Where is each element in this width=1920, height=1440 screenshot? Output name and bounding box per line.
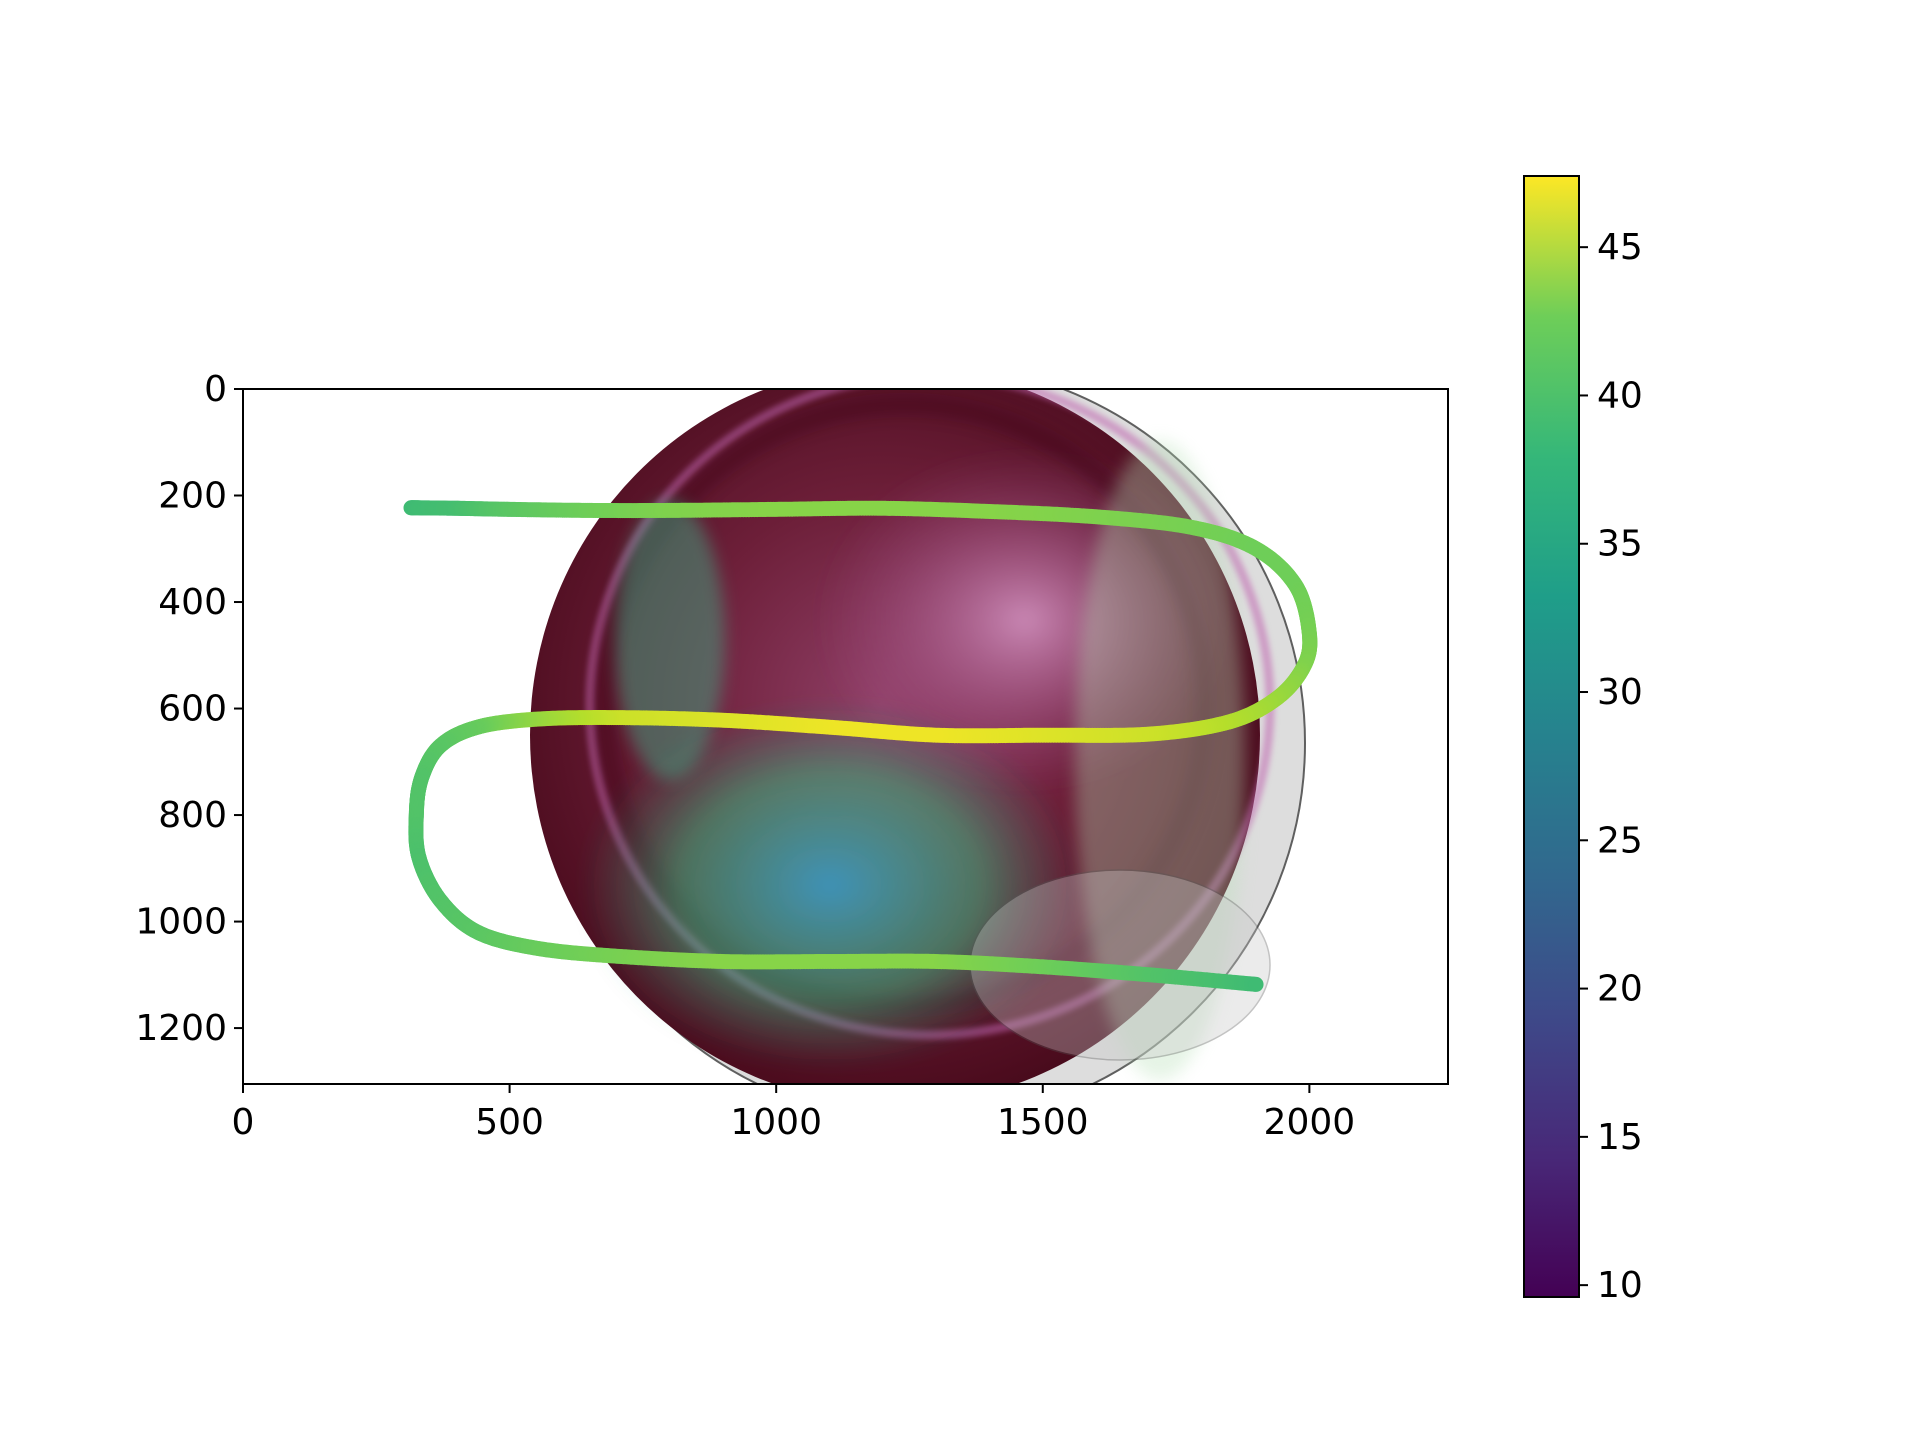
y-tick-label: 1000 [135, 902, 227, 943]
colorbar-tick-label: 35 [1597, 524, 1643, 565]
colorbar-tick-label: 25 [1597, 820, 1643, 861]
y-tick-label: 200 [158, 476, 227, 517]
colorbar [1523, 175, 1580, 1298]
colored-path [403, 500, 1318, 992]
x-tick-label: 0 [232, 1102, 255, 1143]
colorbar-tick-label: 30 [1597, 672, 1643, 713]
image-green-halo [1075, 440, 1245, 1080]
colorbar-tick-label: 10 [1597, 1265, 1643, 1306]
y-tick-label: 600 [158, 689, 227, 730]
colorbar-axis: 10 15 20 25 30 35 40 45 [1579, 227, 1643, 1306]
colorbar-tick-label: 45 [1597, 227, 1643, 268]
x-tick-label: 500 [475, 1102, 544, 1143]
x-tick-label: 2000 [1264, 1102, 1356, 1143]
image-teal-streak [615, 500, 725, 780]
colorbar-tick-label: 20 [1597, 969, 1643, 1010]
path-point [1248, 976, 1264, 992]
image-blue-green-plume [580, 700, 1080, 1070]
colorbar-tick-label: 40 [1597, 375, 1643, 416]
y-tick-label: 0 [204, 369, 227, 410]
colorbar-tick-label: 15 [1597, 1117, 1643, 1158]
x-tick-label: 1000 [730, 1102, 822, 1143]
plot-frame [242, 388, 1449, 1085]
y-axis: 0 200 400 600 800 1000 1200 [135, 369, 243, 1049]
background-image [530, 389, 1306, 1084]
x-tick-label: 1500 [997, 1102, 1089, 1143]
x-axis: 0 500 1000 1500 2000 [232, 1084, 1356, 1143]
y-tick-label: 800 [158, 795, 227, 836]
y-tick-label: 1200 [135, 1008, 227, 1049]
y-tick-label: 400 [158, 582, 227, 623]
